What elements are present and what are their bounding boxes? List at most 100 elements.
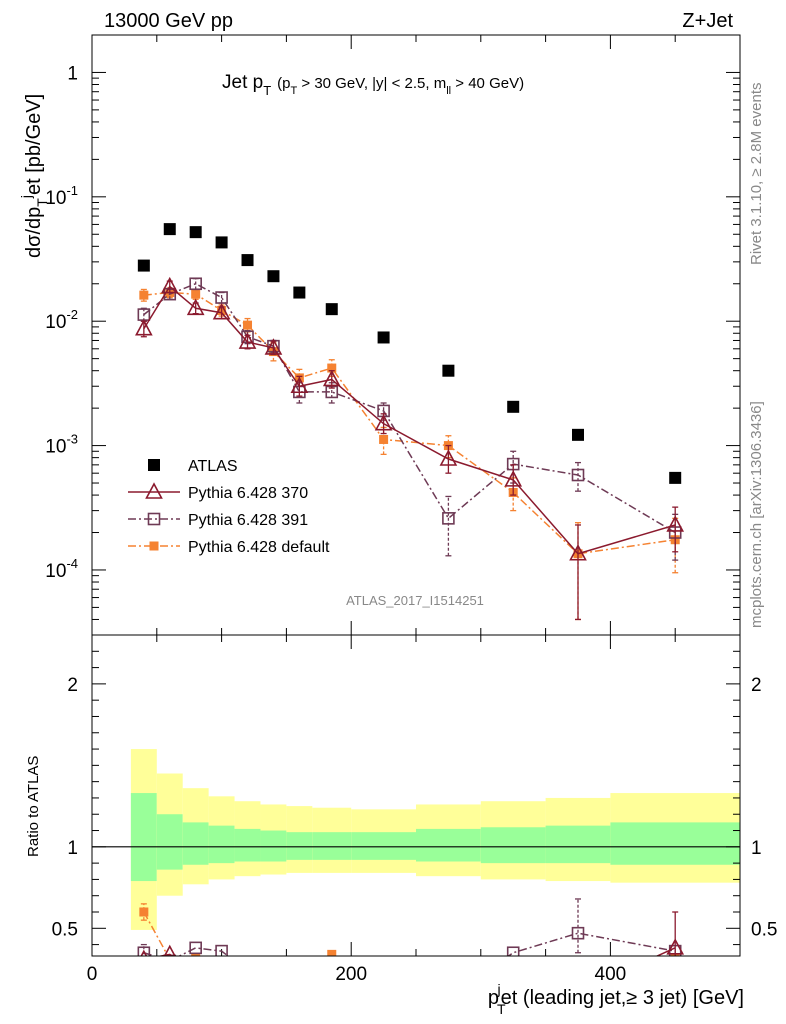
x-axis-label: pTjet (leading jet,≥ 3 jet) [GeV] — [488, 981, 744, 1017]
p391-marker — [506, 946, 520, 956]
p391-marker — [442, 512, 455, 525]
p370-marker — [439, 449, 458, 466]
pdef-marker — [243, 956, 252, 965]
p391-marker — [242, 965, 253, 976]
band-inner-bin — [182, 822, 209, 865]
p370-marker — [504, 470, 523, 487]
p370-marker — [264, 338, 283, 355]
pdef-marker — [379, 434, 389, 444]
band-inner-bin — [130, 793, 157, 882]
p391-marker — [443, 993, 454, 1004]
pdef-marker — [327, 363, 337, 373]
rivet-version-label: Rivet 3.1.10, ≥ 2.8M events — [748, 83, 765, 266]
x-axis-label-end: et (leading jet,≥ 3 jet) [GeV] — [501, 987, 744, 1009]
pdef-marker — [191, 289, 201, 299]
mcplots-label: mcplots.cern.ch [arXiv:1306.3436] — [748, 401, 765, 628]
legend: ATLAS Pythia 6.428 370 Pythia 6.428 391 Pyt… — [128, 458, 330, 556]
y-axis-label-main-sup: j — [18, 195, 34, 199]
legend-label-atlas: ATLAS — [188, 458, 238, 475]
x-axis-label-text: p — [488, 987, 499, 1009]
atlas-marker — [377, 331, 390, 344]
p370-marker — [292, 972, 307, 986]
pdef-marker — [191, 953, 201, 956]
ratio-tick-label-right: 0.5 — [751, 919, 777, 940]
y-tick-label: 10-4 — [45, 556, 78, 582]
pdef-marker — [509, 973, 518, 982]
p370-marker — [666, 938, 685, 955]
p391-marker — [163, 954, 177, 956]
atlas-marker — [442, 364, 455, 377]
band-inner-bin — [208, 825, 235, 864]
pdef-marker — [269, 965, 278, 974]
band-inner-bin — [480, 827, 546, 864]
p370-marker — [163, 944, 176, 956]
p370-marker — [145, 482, 163, 499]
p391-marker — [571, 926, 585, 940]
band-inner-bin — [286, 832, 313, 860]
plot-title-sub: T — [263, 83, 271, 98]
header-right-label: Z+Jet — [682, 10, 733, 32]
atlas-marker — [572, 428, 584, 441]
p391-marker — [294, 978, 305, 989]
x-tick-label: 0 — [87, 964, 98, 985]
y-axis-label-main-sub: T — [34, 198, 50, 207]
p391-marker — [215, 944, 228, 956]
atlas-marker — [163, 223, 176, 236]
p370-marker — [441, 971, 456, 985]
p391-marker — [571, 468, 585, 482]
pdef-marker — [295, 971, 304, 980]
atlas-marker — [267, 270, 280, 283]
ratio-tick-label-right: 2 — [751, 675, 762, 696]
analysis-watermark: ATLAS_2017_I1514251 — [346, 593, 484, 608]
atlas-marker — [241, 254, 254, 267]
pdef-marker — [243, 320, 253, 330]
plot-title-cuts-sub: T — [291, 85, 298, 97]
band-inner-bin — [312, 832, 352, 860]
ratio-plot-frame — [91, 634, 741, 957]
main-series-layer — [135, 223, 685, 621]
uncertainty-bands — [130, 749, 740, 930]
pdef-marker — [379, 981, 388, 990]
plot-title: Jet pT (pT > 30 GeV, |y| < 2.5, mll > 40 … — [222, 72, 524, 98]
band-inner-bin — [234, 828, 261, 862]
atlas-marker — [325, 303, 338, 316]
p370-marker — [569, 544, 587, 561]
p370-marker — [212, 303, 231, 320]
atlas-marker — [293, 286, 306, 299]
plot-title-cuts-rest: > 30 GeV, |y| < 2.5, m — [297, 75, 446, 92]
axis-ticks: 0 200 400 10-4 10-3 10-2 10-1 1 0.5 0.5 1 1 2 2 — [45, 34, 777, 985]
atlas-marker — [148, 459, 160, 471]
p370-marker — [322, 369, 341, 387]
y-tick-label: 10-3 — [45, 432, 78, 458]
atlas-marker — [669, 471, 682, 484]
ratio-tick-label-left: 1 — [67, 838, 78, 859]
ratio-series-layer — [137, 898, 685, 1004]
band-inner-bin — [156, 814, 183, 870]
p370-marker — [376, 969, 391, 983]
x-axis-label-sub: T — [497, 1001, 506, 1017]
p370-marker — [238, 332, 257, 349]
band-inner-bin — [260, 830, 287, 862]
pdef-marker — [149, 541, 159, 551]
p370-marker — [290, 376, 309, 394]
atlas-marker — [189, 226, 202, 239]
atlas-marker — [137, 259, 150, 272]
p370-marker — [135, 319, 153, 336]
p391-marker — [189, 277, 202, 291]
pdef-marker — [139, 290, 149, 300]
p370-marker — [160, 276, 179, 294]
p391-marker — [378, 962, 389, 973]
p370-marker — [374, 413, 393, 431]
band-inner-bin — [545, 825, 611, 864]
atlas-marker — [507, 400, 520, 413]
legend-label-p370: Pythia 6.428 370 — [188, 485, 308, 502]
p370-marker — [666, 515, 685, 532]
y-axis-label-main-end: et [pb/GeV] — [23, 94, 45, 195]
y-axis-label-main: dσ/dpTjet [pb/GeV] — [18, 94, 50, 258]
pdef-marker — [327, 949, 337, 956]
ratio-tick-label-right: 1 — [751, 838, 762, 859]
legend-label-p391: Pythia 6.428 391 — [188, 512, 308, 529]
p370-marker — [186, 298, 205, 316]
x-tick-label: 200 — [335, 964, 367, 985]
